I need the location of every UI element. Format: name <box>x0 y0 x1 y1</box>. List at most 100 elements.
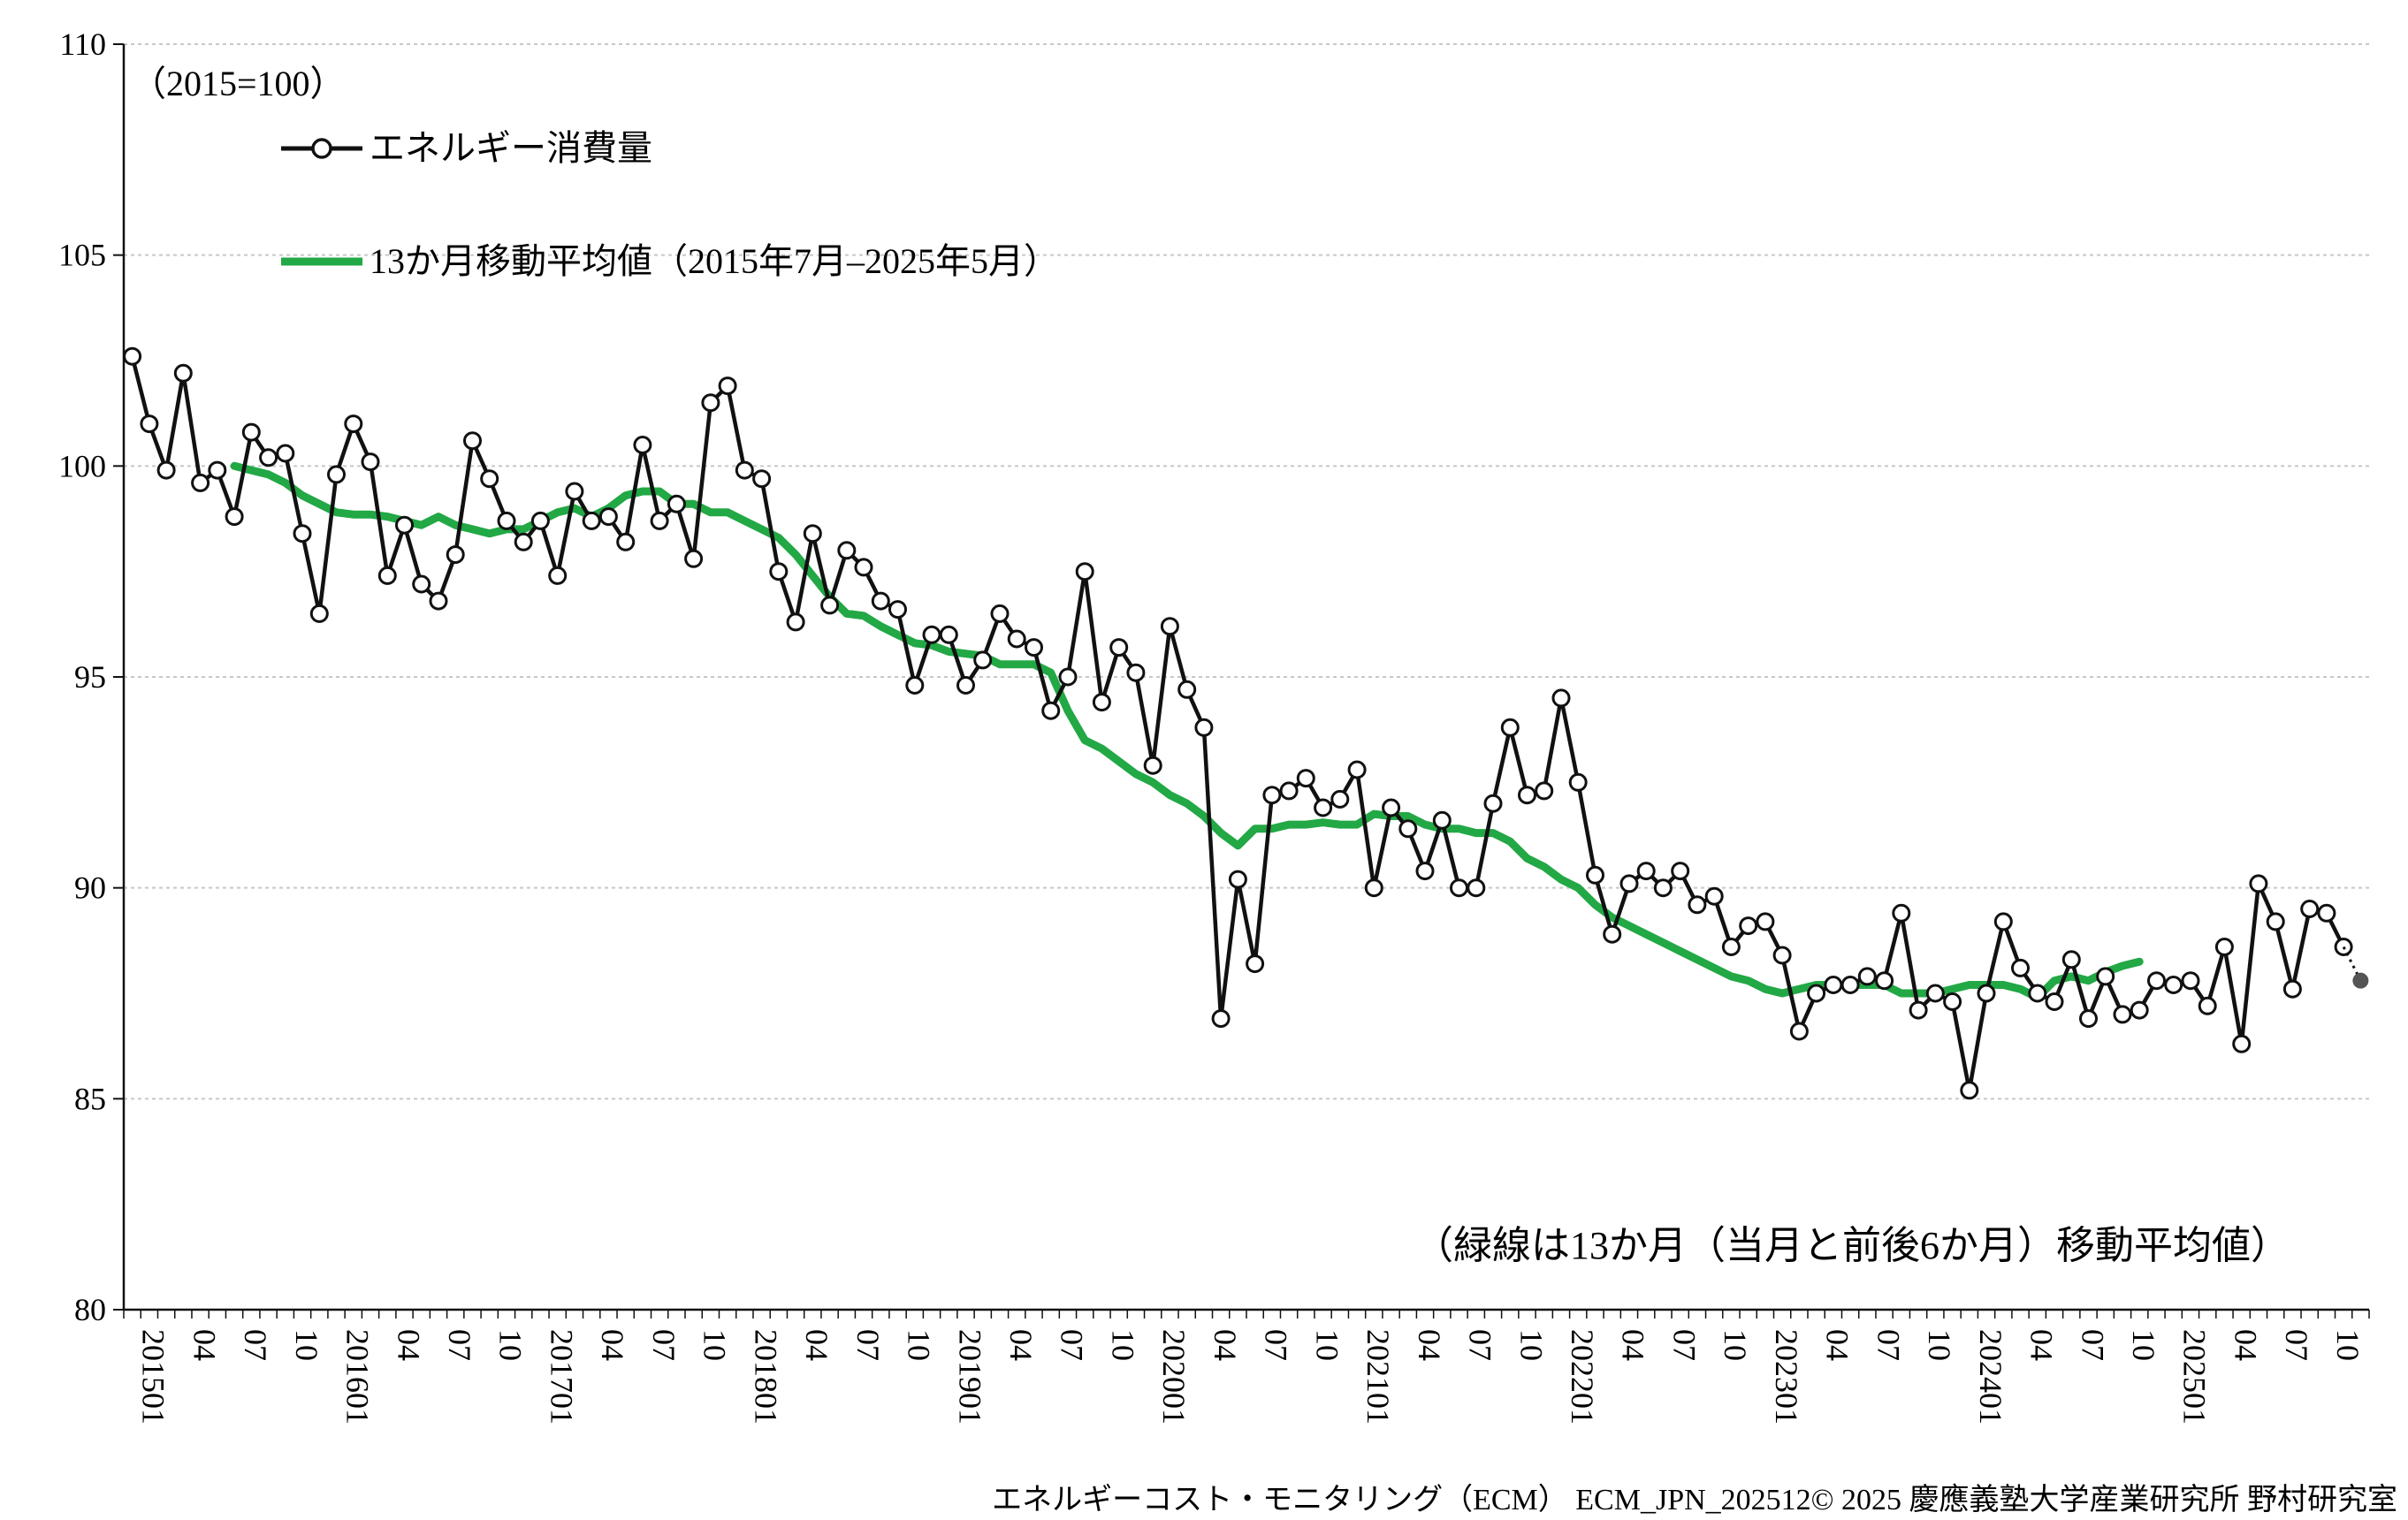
data-point <box>1909 1000 1928 1020</box>
data-point <box>548 566 568 585</box>
data-point <box>2130 1000 2149 1020</box>
x-tick-label: 04 <box>187 1329 222 1361</box>
x-tick-label: 04 <box>799 1329 834 1361</box>
x-tick-label: 04 <box>1003 1329 1039 1361</box>
data-point <box>1943 992 1962 1011</box>
data-point <box>1382 798 1401 817</box>
legend-consumption-label: エネルギー消費量 <box>370 128 652 168</box>
data-point <box>1126 663 1146 682</box>
footer-credit: エネルギーコスト・モニタリング（ECM） ECM_JPN_202512© 202… <box>992 1483 2397 1516</box>
x-tick-label: 201701 <box>544 1329 579 1425</box>
data-point <box>2300 900 2320 918</box>
data-point <box>514 532 533 551</box>
data-point <box>2011 958 2030 977</box>
data-point <box>701 393 720 413</box>
data-point <box>309 604 329 623</box>
data-point <box>241 422 261 442</box>
data-point <box>1296 769 1315 788</box>
data-point <box>598 507 618 527</box>
x-tick-label: 202201 <box>1565 1329 1600 1425</box>
y-tick-label: 95 <box>74 659 106 695</box>
data-point <box>1467 878 1486 898</box>
consumption-series <box>123 346 2353 1100</box>
data-point <box>497 511 516 530</box>
data-point <box>2266 912 2285 931</box>
x-tick-label: 10 <box>1105 1329 1140 1361</box>
x-tick-label: 07 <box>1259 1329 1294 1361</box>
data-point <box>377 566 397 585</box>
x-tick-label: 10 <box>1718 1329 1753 1361</box>
data-point <box>1025 638 1043 657</box>
data-point <box>922 625 941 644</box>
x-tick-label: 202101 <box>1360 1329 1396 1425</box>
data-point <box>1194 718 1214 737</box>
data-point <box>395 515 414 535</box>
data-point <box>1603 924 1622 944</box>
moving-average-line <box>230 461 2144 1002</box>
data-point <box>1246 954 1265 974</box>
data-point <box>582 511 601 530</box>
data-point <box>786 612 805 632</box>
data-point <box>990 604 1010 623</box>
data-point <box>1041 701 1061 720</box>
x-tick-label: 07 <box>850 1329 886 1361</box>
x-tick-label: 07 <box>238 1329 273 1361</box>
data-point <box>1279 781 1299 801</box>
x-tick-label: 07 <box>1871 1329 1906 1361</box>
data-point <box>667 494 686 513</box>
data-point <box>1160 617 1179 636</box>
x-tick-label: 10 <box>493 1329 529 1361</box>
data-point <box>344 414 363 434</box>
data-point <box>2045 992 2064 1011</box>
data-point <box>530 511 550 530</box>
data-point <box>208 460 227 480</box>
unit-label: （2015=100） <box>131 64 346 103</box>
data-point <box>1143 756 1162 775</box>
data-point <box>1875 971 1894 991</box>
data-point <box>1551 688 1571 708</box>
data-point <box>633 436 652 454</box>
data-point <box>480 469 499 489</box>
chart-note: （緑線は13か月（当月と前後6か月）移動平均値） <box>1414 1224 2290 1267</box>
data-point <box>1772 946 1792 965</box>
x-tick-label: 04 <box>2228 1329 2263 1361</box>
data-point <box>1109 638 1129 657</box>
data-point <box>2147 971 2166 991</box>
data-point <box>1977 984 1996 1003</box>
data-point <box>650 511 669 530</box>
y-tick-label: 90 <box>74 870 106 906</box>
data-point <box>327 465 346 484</box>
data-point <box>1960 1081 1979 1100</box>
data-point <box>1671 862 1690 881</box>
data-point <box>1007 629 1026 649</box>
x-axis-ticks: 201501 04 07 10 201601 04 07 10 201701 04 07 10 2018… <box>123 1310 2370 1425</box>
data-point <box>1075 562 1094 581</box>
data-point <box>1824 976 1843 994</box>
data-point <box>905 676 925 695</box>
data-point <box>769 562 789 581</box>
x-tick-label: 07 <box>1463 1329 1498 1361</box>
data-point <box>973 650 993 670</box>
data-point <box>1636 862 1656 881</box>
data-point <box>2282 979 2302 999</box>
data-point <box>2249 874 2268 893</box>
x-tick-label: 10 <box>1309 1329 1345 1361</box>
data-point <box>1993 912 2013 931</box>
data-point <box>2334 938 2353 956</box>
data-point <box>1398 819 1418 839</box>
grid-lines <box>124 43 2369 1100</box>
data-point <box>1092 693 1111 712</box>
data-point <box>1415 862 1435 881</box>
x-tick-label: 10 <box>289 1329 324 1361</box>
x-tick-label: 10 <box>902 1329 937 1361</box>
data-point <box>2113 1005 2132 1024</box>
data-point <box>1347 760 1367 779</box>
data-point <box>1807 984 1826 1003</box>
x-tick-label: 201901 <box>952 1329 987 1425</box>
data-point <box>837 541 857 560</box>
x-tick-label: 202401 <box>1973 1329 2008 1425</box>
y-axis-ticks: 80 85 90 95 100 105 110 <box>58 27 124 1327</box>
y-tick-label: 85 <box>74 1081 106 1116</box>
data-point <box>412 574 431 594</box>
